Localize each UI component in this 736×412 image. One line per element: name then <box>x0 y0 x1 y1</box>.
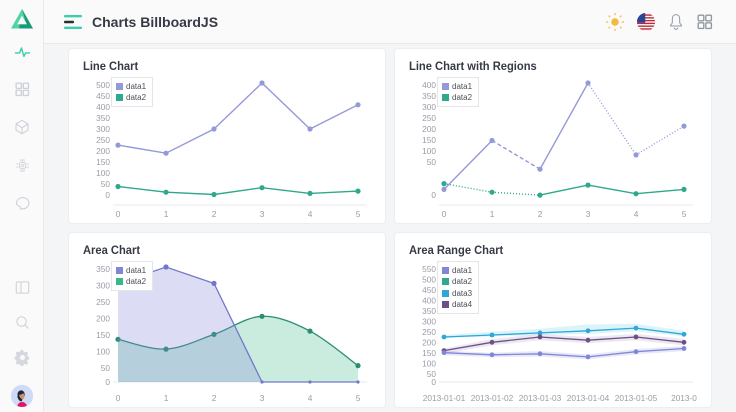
svg-text:2: 2 <box>212 393 217 403</box>
svg-text:2013-01-04: 2013-01-04 <box>567 393 610 403</box>
svg-text:550: 550 <box>422 264 436 274</box>
svg-text:2013-01-01: 2013-01-01 <box>423 393 466 403</box>
svg-text:0: 0 <box>105 377 110 387</box>
svg-text:3: 3 <box>260 393 265 403</box>
svg-text:200: 200 <box>96 146 110 156</box>
svg-text:250: 250 <box>96 135 110 145</box>
svg-text:5: 5 <box>682 209 687 219</box>
svg-text:5: 5 <box>356 393 361 403</box>
svg-text:300: 300 <box>422 317 436 327</box>
svg-text:400: 400 <box>96 102 110 112</box>
svg-text:50: 50 <box>101 363 111 373</box>
svg-text:2013-01-03: 2013-01-03 <box>519 393 562 403</box>
svg-text:450: 450 <box>96 91 110 101</box>
svg-text:400: 400 <box>422 296 436 306</box>
svg-text:200: 200 <box>422 338 436 348</box>
svg-text:5: 5 <box>356 209 361 219</box>
svg-text:4: 4 <box>308 393 313 403</box>
svg-text:50: 50 <box>427 157 437 167</box>
svg-text:2013-01-05: 2013-01-05 <box>615 393 658 403</box>
svg-text:3: 3 <box>586 209 591 219</box>
svg-text:150: 150 <box>422 135 436 145</box>
svg-text:4: 4 <box>308 209 313 219</box>
svg-text:2: 2 <box>538 209 543 219</box>
svg-text:200: 200 <box>96 314 110 324</box>
svg-text:100: 100 <box>422 359 436 369</box>
svg-text:250: 250 <box>96 297 110 307</box>
svg-text:250: 250 <box>422 113 436 123</box>
svg-text:1: 1 <box>490 209 495 219</box>
svg-text:300: 300 <box>422 102 436 112</box>
svg-text:350: 350 <box>422 91 436 101</box>
svg-text:300: 300 <box>96 281 110 291</box>
svg-text:200: 200 <box>422 124 436 134</box>
svg-text:150: 150 <box>96 157 110 167</box>
svg-text:2013-0: 2013-0 <box>671 393 697 403</box>
svg-text:0: 0 <box>116 393 121 403</box>
svg-text:0: 0 <box>431 377 436 387</box>
svg-text:2013-01-02: 2013-01-02 <box>471 393 514 403</box>
svg-text:300: 300 <box>96 124 110 134</box>
svg-text:100: 100 <box>96 347 110 357</box>
svg-text:500: 500 <box>96 80 110 90</box>
svg-text:1: 1 <box>164 393 169 403</box>
svg-text:50: 50 <box>101 179 111 189</box>
svg-text:350: 350 <box>96 264 110 274</box>
svg-text:0: 0 <box>442 209 447 219</box>
svg-text:350: 350 <box>96 113 110 123</box>
svg-text:100: 100 <box>96 168 110 178</box>
svg-text:450: 450 <box>422 285 436 295</box>
svg-text:350: 350 <box>422 306 436 316</box>
svg-text:0: 0 <box>105 190 110 200</box>
svg-text:150: 150 <box>422 348 436 358</box>
svg-text:100: 100 <box>422 146 436 156</box>
svg-text:3: 3 <box>260 209 265 219</box>
svg-text:400: 400 <box>422 80 436 90</box>
svg-text:150: 150 <box>96 330 110 340</box>
svg-text:2: 2 <box>212 209 217 219</box>
svg-text:0: 0 <box>116 209 121 219</box>
svg-text:1: 1 <box>164 209 169 219</box>
svg-text:250: 250 <box>422 327 436 337</box>
svg-text:500: 500 <box>422 275 436 285</box>
svg-text:0: 0 <box>431 190 436 200</box>
svg-text:4: 4 <box>634 209 639 219</box>
